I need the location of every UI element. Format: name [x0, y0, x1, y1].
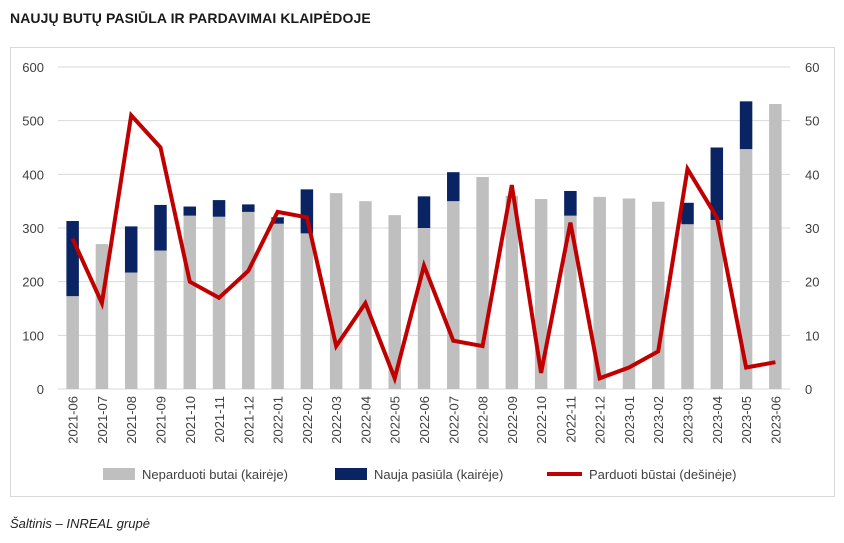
x-tick-label: 2021-06: [66, 396, 81, 444]
legend: Neparduoti butai (kairėje) Nauja pasiūla …: [103, 467, 736, 482]
bar-new-supply: [417, 196, 431, 228]
sold-line: [70, 110, 776, 385]
x-axis-labels: 2021-06 2021-07 2021-08 2021-09 2021-10 2021-…: [66, 396, 784, 444]
source-note: Šaltinis – INREAL grupė: [10, 516, 150, 531]
x-tick-label: 2022-01: [271, 396, 286, 444]
right-tick-label: 30: [805, 221, 819, 236]
bar-unsold: [710, 219, 724, 389]
bar-new-supply: [447, 172, 460, 202]
bar-new-supply: [212, 200, 226, 217]
bar-unsold: [593, 196, 606, 389]
x-tick-label: 2023-04: [710, 396, 725, 444]
bar-unsold: [739, 149, 753, 389]
right-tick-label: 40: [805, 167, 819, 182]
bar-unsold: [300, 233, 314, 389]
bar-new-supply: [564, 190, 577, 216]
right-tick-label: 50: [805, 114, 819, 129]
bar-unsold: [212, 216, 226, 389]
bar-new-supply: [739, 101, 753, 150]
bar-unsold: [242, 211, 255, 389]
x-tick-label: 2022-11: [563, 396, 578, 443]
bar-unsold: [329, 193, 343, 389]
bar-new-supply: [124, 226, 138, 273]
x-tick-label: 2021-10: [183, 396, 198, 444]
x-tick-label: 2022-05: [388, 396, 403, 444]
x-tick-label: 2022-07: [446, 396, 461, 444]
x-tick-label: 2021-07: [95, 396, 110, 444]
left-axis-ticks: 0 100 200 300 400 500 600: [22, 60, 44, 397]
bar-new-supply: [154, 204, 167, 251]
bar-new-supply: [271, 217, 284, 224]
x-tick-label: 2023-05: [739, 396, 754, 444]
legend-swatch-unsold: [103, 468, 135, 480]
bar-new-supply: [242, 204, 255, 212]
bar-unsold: [505, 195, 519, 389]
bar-unsold: [66, 296, 79, 389]
left-tick-label: 600: [22, 60, 44, 75]
x-tick-label: 2021-11: [212, 396, 227, 443]
bar-new-supply: [710, 147, 724, 220]
x-tick-label: 2022-12: [593, 396, 608, 444]
x-tick-label: 2021-08: [124, 396, 139, 444]
x-tick-label: 2022-09: [505, 396, 520, 444]
right-tick-label: 0: [805, 382, 812, 397]
left-tick-label: 0: [37, 382, 44, 397]
chart-title: NAUJŲ BUTŲ PASIŪLA IR PARDAVIMAI KLAIPĖD…: [10, 10, 371, 26]
x-tick-label: 2021-12: [241, 396, 256, 444]
bar-unsold: [681, 224, 694, 389]
legend-swatch-new-supply: [335, 468, 367, 480]
bar-unsold: [476, 177, 489, 389]
legend-label-new-supply: Nauja pasiūla (kairėje): [374, 467, 503, 482]
right-tick-label: 20: [805, 275, 819, 290]
right-tick-label: 60: [805, 60, 819, 75]
x-tick-label: 2023-01: [622, 396, 637, 444]
bar-unsold: [183, 215, 197, 389]
bars: [66, 101, 782, 389]
bar-new-supply: [681, 202, 694, 225]
legend-label-sold: Parduoti būstai (dešinėje): [589, 467, 736, 482]
bar-unsold: [651, 201, 665, 389]
bar-unsold: [622, 198, 636, 389]
bar-unsold: [154, 250, 167, 389]
left-tick-label: 100: [22, 328, 44, 343]
bar-unsold: [769, 104, 782, 389]
bar-unsold: [564, 215, 577, 389]
x-tick-label: 2022-02: [300, 396, 315, 444]
bar-unsold: [388, 215, 401, 389]
x-tick-label: 2023-06: [768, 396, 783, 444]
bar-unsold: [359, 201, 372, 389]
x-tick-label: 2022-10: [534, 396, 549, 444]
left-tick-label: 400: [22, 167, 44, 182]
x-tick-label: 2023-03: [681, 396, 696, 444]
bar-unsold: [447, 201, 460, 389]
x-tick-label: 2022-08: [476, 396, 491, 444]
x-tick-label: 2022-06: [417, 396, 432, 444]
x-tick-label: 2022-04: [358, 396, 373, 444]
x-tick-label: 2022-03: [329, 396, 344, 444]
chart-frame: [10, 47, 835, 497]
bar-new-supply: [300, 189, 314, 234]
bar-unsold: [417, 228, 431, 389]
legend-label-unsold: Neparduoti butai (kairėje): [142, 467, 288, 482]
left-tick-label: 200: [22, 275, 44, 290]
x-tick-label: 2023-02: [651, 396, 666, 444]
left-tick-label: 500: [22, 114, 44, 129]
right-tick-label: 10: [805, 328, 819, 343]
right-axis-ticks: 0 10 20 30 40 50 60: [805, 60, 819, 397]
bar-new-supply: [183, 206, 197, 216]
x-tick-label: 2021-09: [153, 396, 168, 444]
bar-unsold: [271, 223, 284, 389]
bar-new-supply: [66, 221, 79, 297]
bar-unsold: [124, 272, 138, 389]
left-tick-label: 300: [22, 221, 44, 236]
